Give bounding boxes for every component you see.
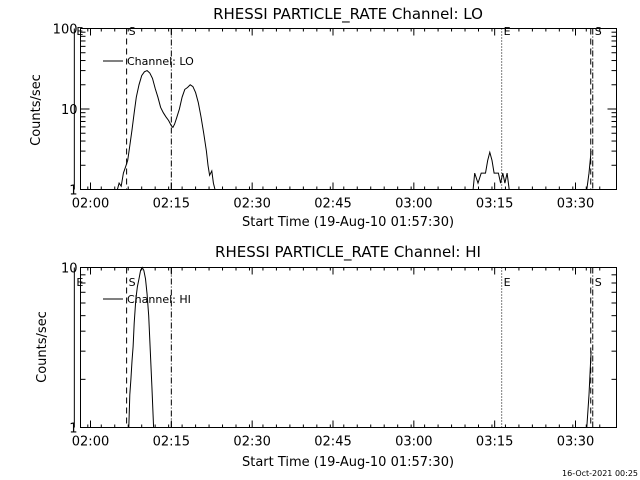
x-tick-label: 02:00	[72, 435, 109, 450]
x-tick-label: 03:00	[395, 435, 432, 450]
event-marker-label: E	[504, 276, 511, 289]
footer-timestamp: 16-Oct-2021 00:25	[562, 469, 638, 478]
y-axis-label: Counts/sec	[29, 74, 44, 146]
plot-area-frame	[80, 267, 617, 428]
event-marker-label: S	[595, 276, 602, 289]
x-tick-label: 02:30	[233, 435, 270, 450]
axis-ticks: 02:00 02:15 02:30 02:45 03:00 03:15 03:30 1 10 10…	[53, 23, 617, 212]
y-tick-label: 10	[61, 103, 78, 118]
data-series	[128, 266, 592, 428]
x-tick-label: 02:45	[314, 435, 351, 450]
x-tick-label: 03:30	[557, 197, 594, 212]
event-marker-label: S	[129, 276, 136, 289]
series-line-main	[116, 70, 216, 190]
series-line-secondary	[472, 150, 510, 190]
x-tick-label: 03:00	[395, 197, 432, 212]
x-tick-label: 02:30	[233, 197, 270, 212]
event-marker-label: E	[504, 25, 511, 38]
x-axis-label: Start Time (19-Aug-10 01:57:30)	[242, 455, 454, 470]
data-series	[116, 70, 592, 190]
axis-ticks: 02:00 02:15 02:30 02:45 03:00 03:15 03:30 1 10	[61, 262, 617, 450]
legend-label: Channel: LO	[127, 55, 194, 68]
x-tick-label: 02:15	[153, 435, 190, 450]
series-line-edge	[586, 351, 592, 428]
x-tick-label: 03:30	[557, 435, 594, 450]
legend-label: Channel: HI	[127, 293, 191, 306]
y-tick-label: 10	[61, 262, 78, 277]
event-marker-label: E	[76, 25, 83, 38]
y-axis-label: Counts/sec	[35, 311, 50, 383]
series-line-edge	[586, 151, 592, 190]
event-marker-label: S	[129, 25, 136, 38]
series-line-main	[128, 266, 155, 428]
chart-title: RHESSI PARTICLE_RATE Channel: LO	[213, 5, 483, 24]
event-marker-label: E	[76, 276, 83, 289]
chart-title: RHESSI PARTICLE_RATE Channel: HI	[215, 243, 481, 262]
x-axis-label: Start Time (19-Aug-10 01:57:30)	[242, 215, 454, 230]
y-tick-label: 1	[69, 184, 77, 199]
legend: Channel: HI	[103, 293, 191, 306]
chart-panel-hi: RHESSI PARTICLE_RATE Channel: HI Counts/…	[35, 243, 617, 470]
y-tick-label: 100	[53, 23, 78, 38]
x-tick-label: 02:00	[72, 197, 109, 212]
legend: Channel: LO	[103, 55, 194, 68]
x-tick-label: 03:15	[476, 435, 513, 450]
x-tick-label: 02:45	[314, 197, 351, 212]
chart-panel-lo: RHESSI PARTICLE_RATE Channel: LO Counts/…	[29, 5, 617, 230]
x-tick-label: 02:15	[153, 197, 190, 212]
x-tick-label: 03:15	[476, 197, 513, 212]
event-marker-label: S	[595, 25, 602, 38]
y-tick-label: 1	[69, 422, 77, 437]
